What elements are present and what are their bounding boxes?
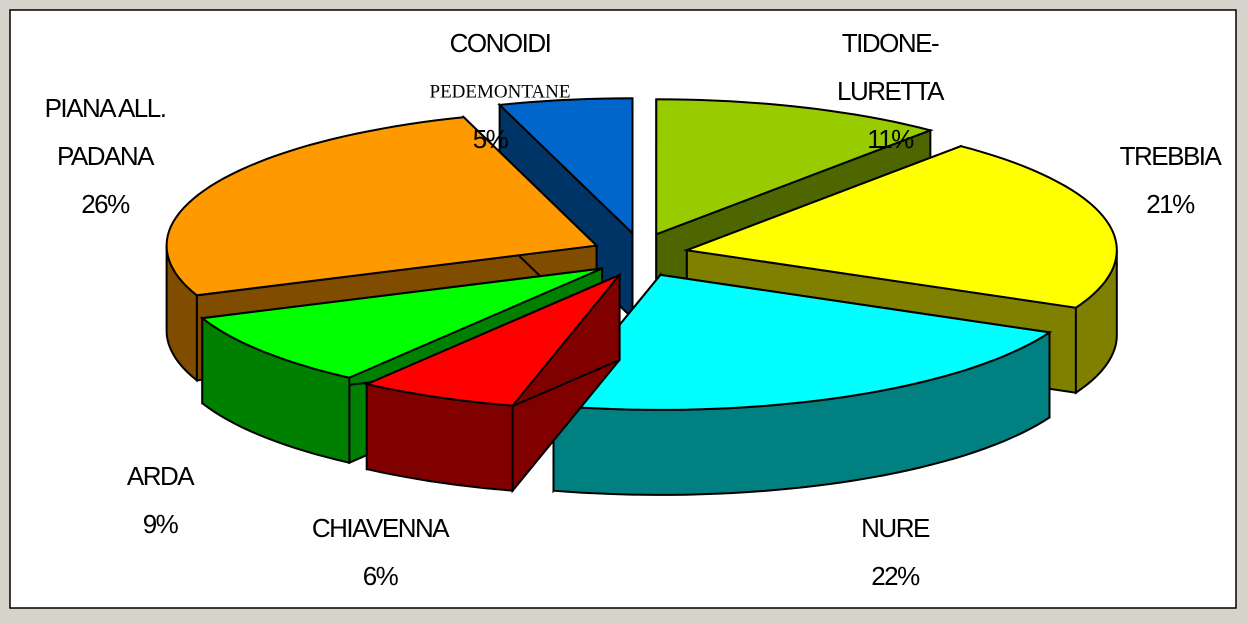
slice-top (199, 267, 603, 379)
category-label: TIDONE- (842, 28, 939, 58)
slice (497, 97, 634, 321)
value-label: 11% (867, 124, 914, 154)
category-label: PIANA ALL. (45, 93, 166, 123)
category-label: ARDA (127, 461, 195, 491)
value-label: 6% (363, 561, 399, 591)
slice (551, 272, 1053, 496)
value-label: 5% (473, 124, 509, 154)
category-label: CONOIDI (450, 28, 551, 58)
value-label: 21% (1146, 189, 1195, 219)
slice-top (497, 97, 634, 236)
category-label: CHIAVENNA (312, 513, 450, 543)
value-label: 9% (143, 509, 179, 539)
slice (363, 272, 621, 494)
value-label: 26% (81, 189, 130, 219)
slice-top (363, 273, 621, 407)
slice-top (655, 98, 934, 236)
slice-top (682, 145, 1118, 309)
slice-top (165, 116, 599, 297)
category-label: TREBBIA (1120, 141, 1223, 171)
category-label: PEDEMONTANE (430, 81, 571, 102)
slice-top (551, 273, 1053, 411)
value-label: 22% (871, 561, 920, 591)
category-label: PADANA (57, 141, 155, 171)
category-label: NURE (861, 513, 930, 543)
category-label: LURETTA (837, 76, 945, 106)
